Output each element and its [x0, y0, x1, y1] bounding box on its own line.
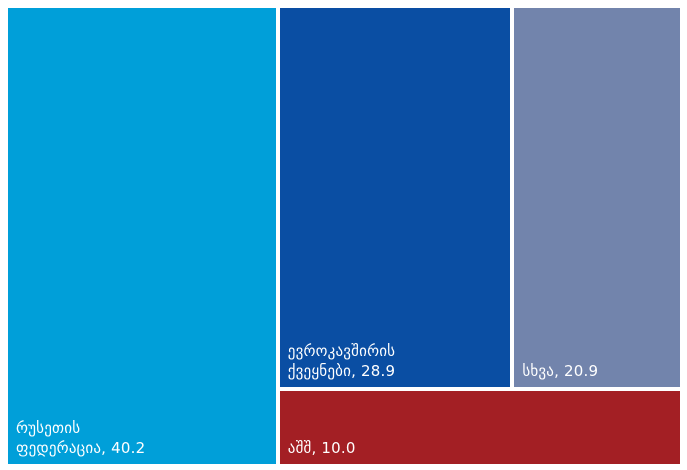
tile-other: სხვა, 20.9	[514, 8, 680, 388]
tile-label-other: სხვა, 20.9	[522, 362, 599, 381]
tile-eu-countries: ევროკავშირის ქვეყნები, 28.9	[279, 8, 511, 388]
tile-label-usa: აშშ, 10.0	[287, 438, 356, 457]
tile-russia: რუსეთის ფედერაცია, 40.2	[8, 8, 276, 464]
tile-label-eu-countries: ევროკავშირის ქვეყნები, 28.9	[287, 342, 396, 381]
tile-label-russia: რუსეთის ფედერაცია, 40.2	[16, 419, 146, 457]
tile-usa: აშშ, 10.0	[279, 391, 680, 464]
